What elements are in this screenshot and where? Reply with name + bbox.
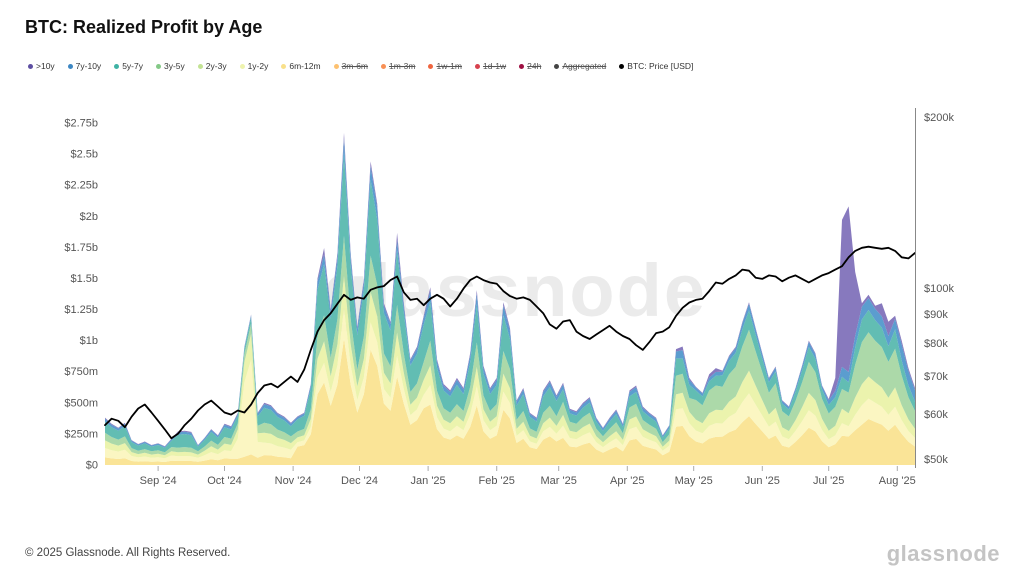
area-series-2y-3y <box>105 275 915 459</box>
left-axis-tick: $2.25b <box>64 180 98 192</box>
right-axis-tick: $200k <box>924 112 954 124</box>
legend-label: 3y-5y <box>163 61 185 71</box>
legend-item-24h[interactable]: 24h <box>519 61 541 71</box>
page-title: BTC: Realized Profit by Age <box>25 17 263 37</box>
legend: >10y 7y-10y 5y-7y 3y-5y 2y-3y 1y-2y 6m-12m 3m-6… <box>28 61 693 71</box>
legend-item-2y-3y[interactable]: 2y-3y <box>197 61 227 71</box>
x-axis-tick: Dec '24 <box>341 475 378 487</box>
x-axis-tick: May '25 <box>675 475 713 487</box>
legend-dot <box>519 63 525 69</box>
left-axis-tick: $250m <box>64 428 98 440</box>
left-axis-tick: $500m <box>64 397 98 409</box>
legend-label: 24h <box>527 61 542 71</box>
x-axis-tick: Feb '25 <box>479 475 515 487</box>
legend-item--10y[interactable]: >10y <box>28 61 55 71</box>
legend-label: 2y-3y <box>205 61 227 71</box>
legend-label: 1w-1m <box>436 61 462 71</box>
legend-dot <box>428 63 434 69</box>
legend-dot <box>197 63 203 69</box>
legend-label: 1y-2y <box>247 61 269 71</box>
left-axis-tick: $2.75b <box>64 118 98 130</box>
legend-item-1m-3m[interactable]: 1m-3m <box>381 61 415 71</box>
legend-label: >10y <box>36 61 55 71</box>
legend-dot <box>381 63 387 69</box>
legend-label: Aggregated <box>562 61 607 71</box>
legend-dot <box>333 63 339 69</box>
legend-dot <box>239 63 245 69</box>
left-axis-tick: $2.5b <box>70 149 98 161</box>
legend-dot <box>474 63 480 69</box>
legend-dot <box>554 63 560 69</box>
legend-item-6m-12m[interactable]: 6m-12m <box>281 61 321 71</box>
legend-item-1y-2y[interactable]: 1y-2y <box>239 61 269 71</box>
legend-item-1w-1m[interactable]: 1w-1m <box>428 61 462 71</box>
area-series-3y-5y <box>105 235 915 456</box>
right-axis-tick: $90k <box>924 309 948 321</box>
legend-item-1d-1w[interactable]: 1d-1w <box>474 61 507 71</box>
x-axis-tick: Apr '25 <box>610 475 645 487</box>
legend-item-7y-10y[interactable]: 7y-10y <box>67 61 102 71</box>
left-axis-tick: $0 <box>86 460 98 472</box>
glassnode-logo: glassnode <box>886 541 1000 566</box>
right-axis-tick: $80k <box>924 338 948 350</box>
legend-item-3m-6m[interactable]: 3m-6m <box>333 61 369 71</box>
legend-item-aggregated[interactable]: Aggregated <box>554 61 606 71</box>
legend-dot <box>67 63 73 69</box>
right-axis-tick: $70k <box>924 371 948 383</box>
left-axis-tick: $750m <box>64 366 98 378</box>
left-axis-tick: $1.25b <box>64 304 98 316</box>
right-axis-tick: $60k <box>924 409 948 421</box>
legend-label: 1d-1w <box>482 61 507 71</box>
legend-item-5y-7y[interactable]: 5y-7y <box>114 61 143 71</box>
left-axis-tick: $1b <box>80 335 98 347</box>
legend-label: 7y-10y <box>75 61 102 71</box>
legend-label: 3m-6m <box>341 61 369 71</box>
x-axis-tick: Mar '25 <box>541 475 577 487</box>
left-axis-tick: $1.75b <box>64 242 98 254</box>
right-axis-tick: $50k <box>924 454 948 466</box>
x-axis-tick: Jan '25 <box>411 475 446 487</box>
x-axis-tick: Oct '24 <box>207 475 242 487</box>
legend-label: 1m-3m <box>389 61 416 71</box>
left-axis-tick: $1.5b <box>70 273 98 285</box>
legend-dot <box>281 63 287 69</box>
x-axis-tick: Nov '24 <box>275 475 312 487</box>
x-axis-tick: Aug '25 <box>879 475 916 487</box>
legend-label: 6m-12m <box>289 61 321 71</box>
legend-label: BTC: Price [USD] <box>627 61 694 71</box>
footer-copyright: © 2025 Glassnode. All Rights Reserved. <box>25 547 231 559</box>
legend-dot <box>28 63 33 69</box>
x-axis-tick: Jul '25 <box>813 475 844 487</box>
area-series-6m-12m <box>105 338 915 465</box>
btc-price-line <box>104 245 916 440</box>
legend-item-3y-5y[interactable]: 3y-5y <box>155 61 185 71</box>
legend-dot <box>619 63 625 69</box>
left-axis-tick: $2b <box>80 211 98 223</box>
right-axis-tick: $100k <box>924 283 954 295</box>
legend-item-btc-price-usd-[interactable]: BTC: Price [USD] <box>619 61 693 71</box>
legend-dot <box>155 63 161 69</box>
legend-label: 5y-7y <box>122 61 143 71</box>
legend-dot <box>114 63 120 69</box>
x-axis-tick: Sep '24 <box>140 475 177 487</box>
x-axis-tick: Jun '25 <box>745 475 780 487</box>
